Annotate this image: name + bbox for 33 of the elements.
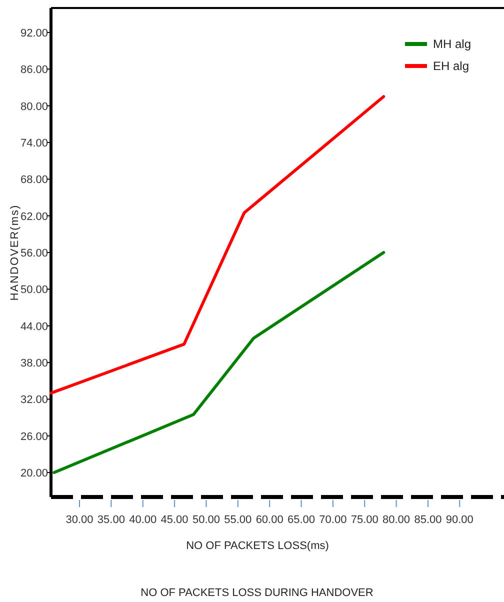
x-tick-label: 50.00: [192, 514, 220, 526]
y-tick-label: 62.00: [20, 210, 48, 223]
y-tick-label: 20.00: [20, 468, 48, 480]
y-axis-title: HANDOVER(ms): [9, 204, 21, 301]
y-tick-label: 26.00: [20, 430, 48, 443]
x-tick-label: 70.00: [319, 514, 347, 526]
line-series: [52, 251, 386, 474]
y-tick-label: 92.00: [20, 27, 48, 40]
y-tick-label: 44.00: [20, 320, 48, 333]
x-tick-label: 85.00: [414, 514, 442, 526]
x-tick-label: 60.00: [256, 514, 284, 526]
y-tick-label: 80.00: [20, 100, 48, 113]
line-series: [50, 95, 386, 395]
text: NO OF PACKETS LOSS DURING HANDOVER: [140, 587, 374, 599]
y-tick-label: 32.00: [20, 394, 48, 406]
x-tick-label: 65.00: [287, 514, 316, 526]
legend-label: EH alg: [433, 59, 470, 73]
x-tick-label: 55.00: [224, 514, 252, 526]
x-axis-title: NO OF PACKETS LOSS(ms): [186, 540, 329, 552]
x-tick-label: 35.00: [97, 514, 125, 526]
x-tick-label: 80.00: [382, 514, 410, 526]
y-tick-label: 38.00: [20, 358, 48, 370]
x-tick-label: 90.00: [446, 514, 474, 526]
y-tick-label: 50.00: [20, 284, 48, 296]
x-tick-label: 40.00: [129, 514, 157, 526]
y-tick-label: 74.00: [20, 137, 48, 150]
x-tick-label: 75.00: [350, 514, 378, 526]
x-tick-label: 45.00: [160, 514, 188, 526]
y-tick-label: 86.00: [20, 64, 48, 76]
y-tick-label: 56.00: [20, 248, 48, 260]
legend-label: MH alg: [433, 37, 472, 51]
y-tick-label: 68.00: [20, 174, 48, 186]
x-tick-label: 30.00: [66, 514, 94, 526]
